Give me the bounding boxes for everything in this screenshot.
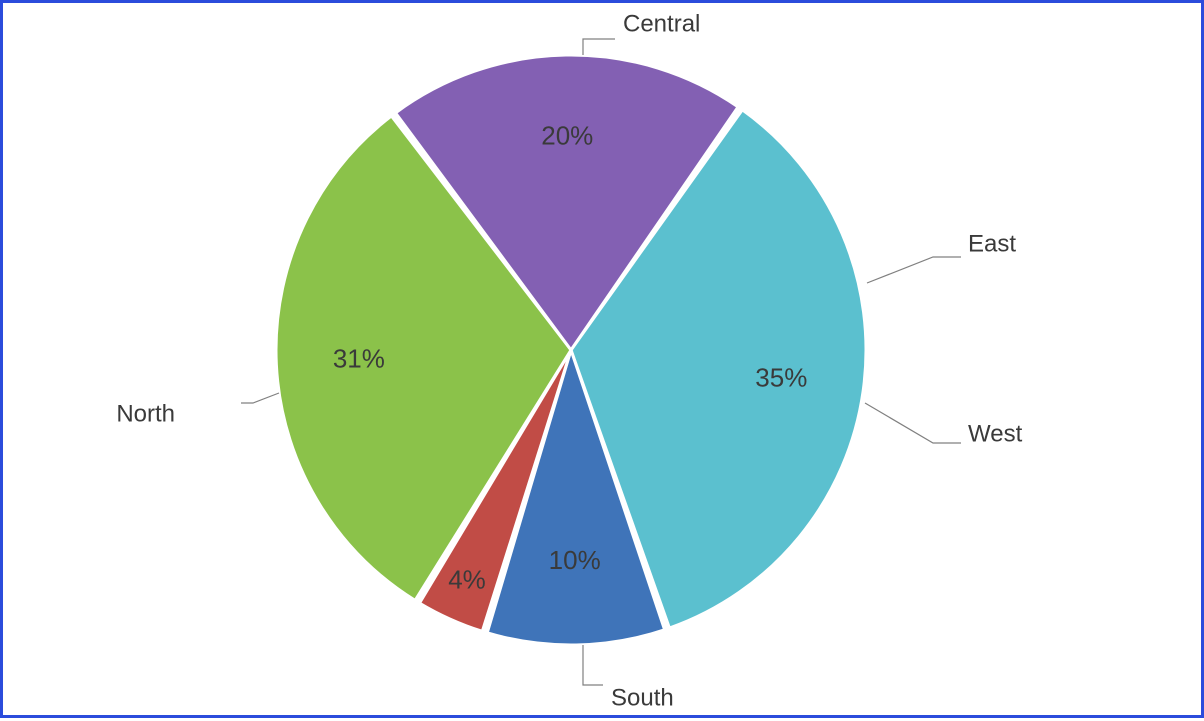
pie-chart: 35% 10% 4% 31% 20% Central East West South North [3,3,1204,721]
label-east: East [968,230,1016,257]
chart-frame: 35% 10% 4% 31% 20% Central East West South North [0,0,1204,718]
pct-label-east: 10% [549,545,601,575]
leader-west [865,403,961,443]
pct-label-north: 20% [541,121,593,151]
pct-label-west: 4% [448,564,486,594]
label-north: North [116,400,175,427]
label-south: South [611,684,674,711]
label-west: West [968,420,1023,447]
leader-east [867,257,961,283]
leader-south [583,645,603,685]
pct-label-south: 31% [333,343,385,373]
label-central: Central [623,10,700,37]
leader-central [583,39,615,55]
leader-north [241,393,279,403]
pct-label-central: 35% [755,362,807,392]
